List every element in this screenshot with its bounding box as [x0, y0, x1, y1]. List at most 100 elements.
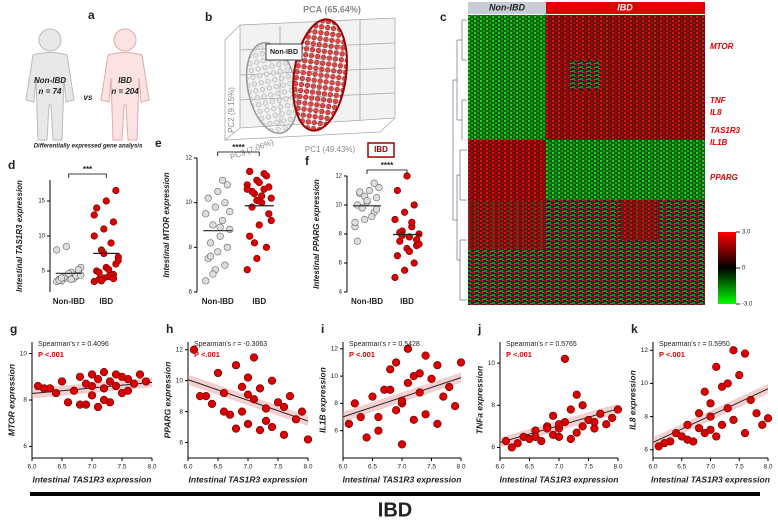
- x-tick-label: 8.0: [613, 464, 622, 471]
- y-tick-label: 8: [179, 408, 183, 415]
- data-point: [248, 203, 256, 211]
- data-point: [344, 419, 354, 428]
- y-tick-label: 10: [335, 203, 342, 209]
- y-tick-label: 8: [334, 400, 338, 407]
- data-point: [401, 266, 409, 274]
- data-point: [607, 413, 617, 423]
- data-point: [403, 378, 413, 388]
- data-point: [356, 188, 364, 196]
- data-point: [405, 247, 414, 255]
- x-axis-label: Intestinal TAS1R3 expression: [343, 474, 462, 484]
- data-point: [421, 351, 430, 360]
- data-point: [57, 274, 66, 282]
- data-point: [218, 216, 227, 225]
- data-point: [723, 379, 732, 388]
- y-tick-label: 6: [334, 427, 338, 434]
- data-point: [531, 432, 540, 442]
- data-point: [729, 346, 738, 355]
- x-tick-label: IBD: [99, 297, 113, 306]
- data-point: [392, 406, 401, 415]
- gene-label: TNF: [710, 96, 727, 105]
- data-point: [211, 203, 219, 211]
- data-point: [596, 409, 605, 418]
- significance-bracket: [366, 169, 408, 174]
- data-point: [265, 183, 273, 191]
- data-point: [112, 186, 120, 195]
- data-point: [717, 420, 727, 429]
- data-point: [267, 194, 275, 202]
- significance-bracket: [217, 151, 260, 156]
- data-point: [368, 213, 376, 221]
- data-point: [267, 216, 275, 225]
- panel-letter: d: [8, 158, 15, 172]
- data-point: [129, 379, 139, 388]
- gene-label: IL1B: [710, 138, 728, 147]
- data-point: [255, 384, 265, 393]
- significance-label: ****: [232, 143, 245, 152]
- x-tick-label: Non-IBD: [351, 297, 383, 306]
- data-point: [93, 402, 103, 412]
- data-point: [712, 432, 721, 441]
- data-point: [683, 420, 692, 429]
- panel-c: c Non-IBD IBD: [440, 2, 736, 305]
- data-point: [752, 409, 761, 418]
- x-axis-label: Intestinal TAS1R3 expression: [500, 474, 619, 484]
- data-point: [209, 270, 217, 278]
- x-tick-label: 6.5: [525, 464, 534, 471]
- correlation-annotation: Spearman's r = 0.5765: [506, 341, 577, 348]
- colorbar: [718, 232, 736, 304]
- data-point: [51, 388, 61, 398]
- data-point: [694, 409, 704, 418]
- y-axis-label: PPARG expression: [162, 362, 172, 439]
- data-point: [566, 434, 575, 444]
- data-point: [63, 398, 73, 407]
- data-point: [226, 208, 234, 216]
- data-point: [351, 218, 359, 226]
- data-point: [451, 402, 460, 411]
- label-box: [367, 142, 395, 158]
- data-point: [415, 240, 423, 248]
- data-point: [602, 420, 611, 429]
- data-point: [572, 390, 581, 399]
- axis-label: PC2 (9.15%): [227, 87, 236, 133]
- data-point: [87, 381, 97, 391]
- y-tick-label: 12: [176, 346, 184, 353]
- data-point: [114, 256, 122, 265]
- data-point: [262, 243, 271, 251]
- data-point: [93, 375, 103, 384]
- data-point: [246, 167, 254, 175]
- data-point: [683, 435, 692, 444]
- y-tick-label: 10: [176, 377, 184, 384]
- x-tick-label: 7.0: [554, 464, 563, 471]
- x-tick-label: 6.0: [27, 464, 36, 471]
- data-point: [746, 395, 755, 405]
- panel-letter: h: [166, 322, 173, 336]
- data-point: [109, 275, 118, 283]
- data-point: [102, 197, 110, 205]
- data-point: [554, 432, 564, 442]
- panel-letter: i: [321, 322, 324, 336]
- data-point: [67, 275, 75, 284]
- significance-label: ****: [381, 161, 394, 170]
- data-point: [93, 204, 101, 212]
- data-point: [706, 399, 715, 408]
- y-axis-label: IL8 expression: [627, 370, 637, 430]
- x-tick-label: 7.5: [117, 464, 126, 471]
- y-tick-label: 6: [339, 261, 343, 267]
- data-point: [216, 223, 224, 231]
- pca-title: PCA (65.64%): [303, 4, 361, 14]
- panel-letter: e: [155, 136, 162, 150]
- data-point: [267, 422, 277, 432]
- y-axis-label: MTOR expression: [6, 364, 16, 436]
- y-tick-label: 6: [179, 439, 183, 446]
- vs-label: vs: [84, 93, 93, 102]
- data-point: [729, 415, 738, 424]
- data-point: [392, 358, 401, 367]
- panel-letter: f: [305, 154, 310, 168]
- data-point: [99, 395, 109, 405]
- gene-label: TAS1R3: [710, 126, 741, 135]
- data-point: [90, 211, 98, 219]
- p-value-label: P <.001: [38, 350, 64, 359]
- data-point: [223, 181, 231, 189]
- data-point: [206, 239, 215, 247]
